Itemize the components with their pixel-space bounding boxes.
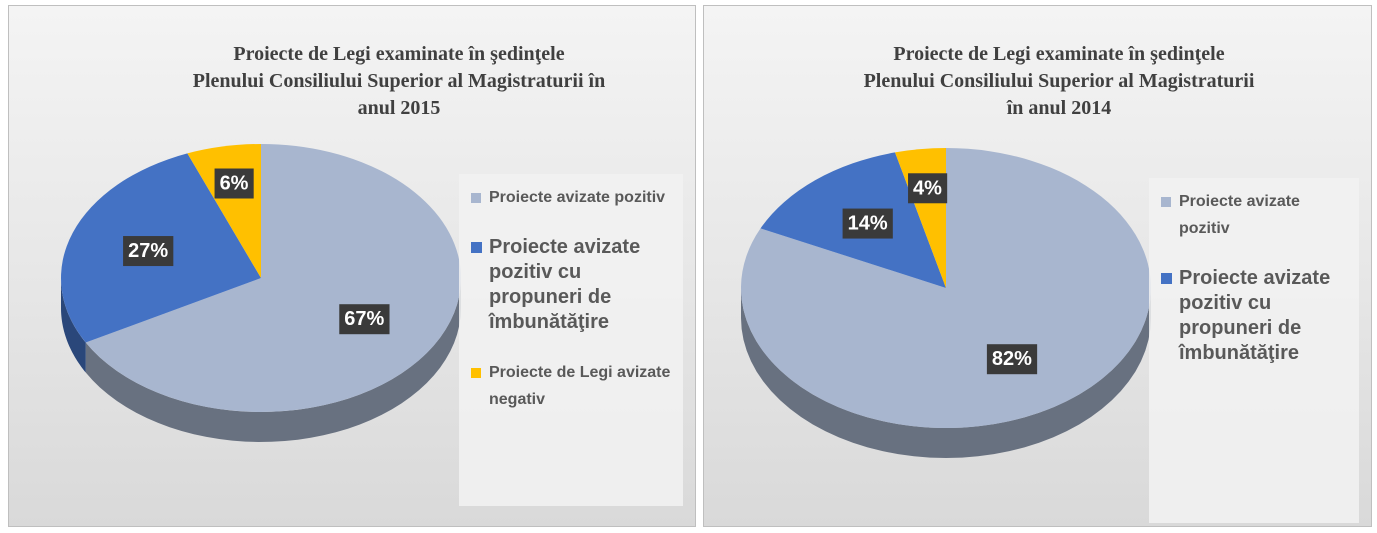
- legend-label: Proiecte avizate pozitiv cu propuneri de…: [489, 236, 641, 333]
- legend-swatch: [471, 368, 481, 378]
- title-line: Plenului Consiliului Superior al Magistr…: [192, 70, 606, 92]
- data-label-box: [339, 304, 390, 335]
- data-label: 14%: [848, 213, 888, 235]
- legend-label: Proiecte avizate pozitiv: [1179, 193, 1300, 237]
- data-label: 82%: [992, 348, 1032, 370]
- data-label-box: [986, 344, 1038, 375]
- data-label: 4%: [913, 177, 942, 199]
- legend-entry: Proiecte avizate pozitiv cu propuneri de…: [471, 235, 671, 335]
- legend-swatch: [471, 242, 482, 253]
- data-label: 27%: [128, 240, 168, 262]
- data-label: 67%: [344, 308, 384, 330]
- chart-panel: 67% 27% 6% Proiecte de Legi examinate în şe…: [8, 5, 696, 527]
- title-line: Plenului Consiliului Superior al Magistr…: [863, 70, 1255, 92]
- legend-entry: Proiecte avizate pozitiv: [1161, 188, 1347, 242]
- pie-side: [61, 278, 86, 373]
- pie-side: [85, 278, 462, 442]
- title-line: Proiecte de Legi examinate în şedinţele: [893, 43, 1225, 65]
- chart-title: Proiecte de Legi examinate în şedinţele P…: [109, 41, 689, 122]
- legend: Proiecte avizate pozitiv Proiecte avizate…: [459, 174, 683, 506]
- data-label: 6%: [220, 173, 249, 195]
- pie-slice: [85, 144, 462, 412]
- legend-label: Proiecte avizate pozitiv: [489, 189, 666, 206]
- legend-label: Proiecte de Legi avizate negativ: [489, 364, 671, 408]
- chart-panel: 82% 14% 4% Proiecte de Legi examinate în şe…: [703, 5, 1372, 527]
- legend-label: Proiecte avizate pozitiv cu propuneri de…: [1179, 267, 1331, 364]
- title-line: anul 2015: [357, 97, 441, 119]
- pie-chart: 67% 27% 6%: [61, 144, 462, 442]
- legend-swatch: [1161, 197, 1171, 207]
- legend-swatch: [471, 193, 481, 203]
- legend-entry: Proiecte de Legi avizate negativ: [471, 359, 671, 413]
- title-line: Proiecte de Legi examinate în şedinţele: [233, 43, 565, 65]
- data-label-box: [842, 208, 893, 239]
- pie-side: [741, 288, 1151, 458]
- title-line: în anul 2014: [1006, 97, 1112, 119]
- data-label-box: [214, 168, 254, 199]
- data-label-box: [123, 236, 174, 267]
- legend: Proiecte avizate pozitiv Proiecte avizate…: [1149, 178, 1359, 523]
- pie-chart: 82% 14% 4%: [741, 148, 1151, 458]
- legend-swatch: [1161, 273, 1172, 284]
- chart-title: Proiecte de Legi examinate în şedinţele P…: [794, 41, 1324, 122]
- legend-entry: Proiecte avizate pozitiv cu propuneri de…: [1161, 266, 1347, 366]
- legend-entry: Proiecte avizate pozitiv: [471, 184, 671, 211]
- data-label-box: [908, 173, 948, 204]
